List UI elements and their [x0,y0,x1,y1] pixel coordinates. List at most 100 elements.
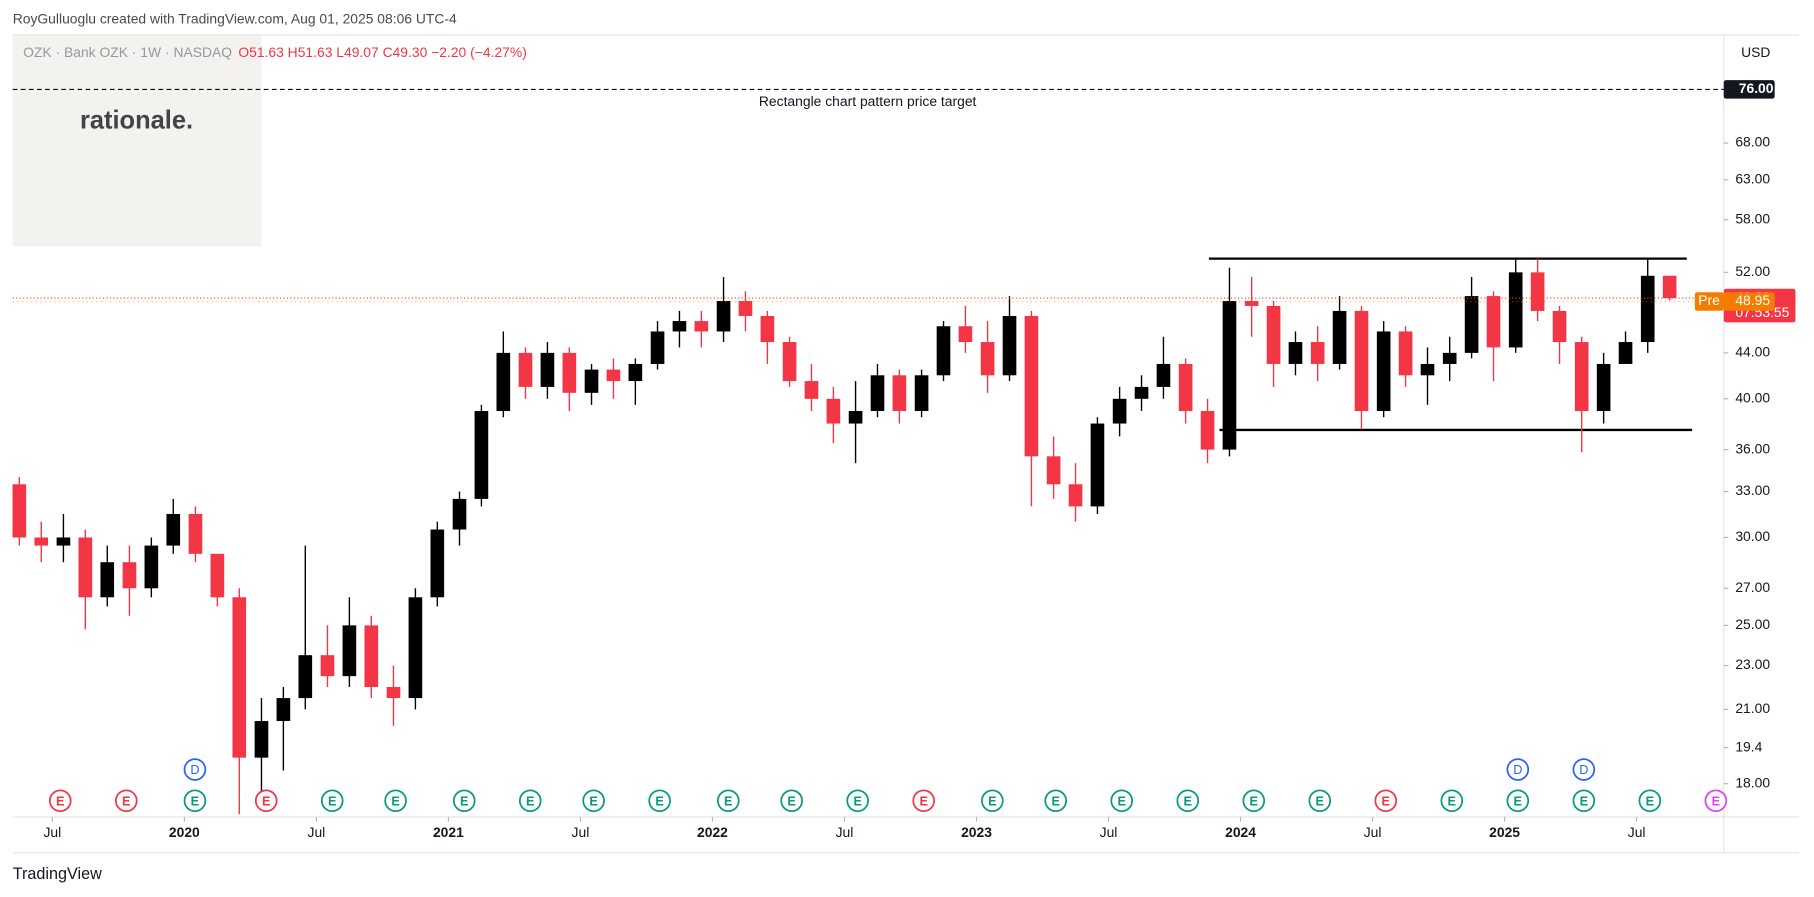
y-tick-label: 36.00 [1735,440,1770,456]
earnings-letter: E [1514,793,1522,808]
candle-body [716,300,731,332]
earnings-letter: E [1316,793,1324,808]
candle-body [496,352,511,412]
logo: rationale. [80,106,193,134]
candle-body [188,513,203,554]
candle-body [1310,342,1325,364]
earnings-badge [452,789,476,813]
candle-body [1200,411,1215,450]
pre-label: 48.95 [1735,292,1770,308]
dividend-badge [183,758,207,781]
candle-body [1354,310,1369,412]
candle-body [1596,363,1611,412]
candle-body [122,562,137,589]
candle-body [562,352,577,393]
candle-body [1288,342,1303,364]
earnings-letter: E [1051,793,1059,808]
earnings-badge [1374,789,1398,813]
candle-body [144,545,159,589]
dividend-letter: D [1579,762,1588,777]
earnings-badge [1572,789,1596,813]
earnings-letter: E [1117,793,1125,808]
candle-body [430,529,445,598]
earnings-badge [981,789,1004,813]
y-tick-label: 25.00 [1735,616,1770,632]
pre-badge [1723,292,1775,311]
y-tick-label: 58.00 [1735,210,1770,226]
pre-tag-bg [1694,292,1724,311]
x-tick-label: 2021 [433,824,464,840]
candle-body [1024,315,1039,457]
candle-body [56,537,71,546]
x-tick-label: Jul [308,824,326,840]
candle-body [232,597,247,758]
x-tick-label: 2022 [697,824,728,840]
earnings-letter: E [1712,793,1720,808]
y-tick-label: 52.00 [1735,263,1770,279]
candle-body [650,331,665,364]
x-tick-label: Jul [836,824,854,840]
x-tick-label: Jul [1100,824,1118,840]
earnings-badge [846,789,869,813]
earnings-badge [254,789,278,813]
candle-body [1464,296,1479,353]
candle-body [1244,300,1259,306]
candle-body [1002,315,1017,376]
earnings-letter: E [655,793,663,808]
candle-body [364,625,379,687]
candle-body [1662,275,1677,299]
candle-body [1420,363,1435,376]
y-tick-label: 33.00 [1735,482,1770,498]
earnings-letter: E [328,793,336,808]
earnings-badge [1638,789,1662,813]
candle-body [518,352,533,387]
candle-body [584,369,599,393]
candle-body [1046,456,1061,485]
x-tick-label: 2024 [1225,824,1256,840]
earnings-letter: E [191,793,199,808]
pre-tag: Pre [1698,292,1720,308]
candle-body [320,655,335,677]
y-tick-label: 18.00 [1735,774,1770,790]
candle-body [1332,310,1347,364]
credit: RoyGulluoglu created with TradingView.co… [13,11,457,27]
candle-body [1156,363,1171,387]
candle-body [628,363,643,382]
symbol: OZK · Bank OZK · 1W · NASDAQ [23,44,232,60]
candle-body [1530,272,1545,311]
earnings-letter: E [526,793,534,808]
candle-body [540,352,555,387]
earnings-badge [1242,789,1266,813]
candle-body [342,625,357,677]
earnings-letter: E [56,793,64,808]
earnings-letter: E [460,793,468,808]
earnings-letter: E [1580,793,1588,808]
candle-body [694,321,709,332]
candle-body [474,411,489,499]
candle-body [1376,331,1391,412]
candle-body [1574,342,1589,412]
y-tick-label: 44.00 [1735,344,1770,360]
earnings-badge [780,789,803,813]
y-tick-label: 63.00 [1735,171,1770,187]
earnings-badge [320,789,344,813]
candle-body [1640,275,1655,343]
candle-body [452,498,467,530]
candle-body [1508,272,1523,348]
x-tick-label: 2025 [1489,824,1520,840]
earnings-badge [1704,789,1728,813]
earnings-badge [183,789,207,813]
candle-body [1134,386,1149,399]
candle-body [166,513,181,546]
candle-body [826,398,841,424]
candle-body [1090,423,1105,507]
earnings-letter: E [919,793,927,808]
earnings-letter: E [391,793,399,808]
candle-body [34,537,49,546]
y-tick-label: 19.4 [1735,738,1762,754]
candle-body [914,375,929,412]
candle-body [980,342,995,376]
y-tick-label: 40.00 [1735,389,1770,405]
earnings-letter: E [1448,793,1456,808]
